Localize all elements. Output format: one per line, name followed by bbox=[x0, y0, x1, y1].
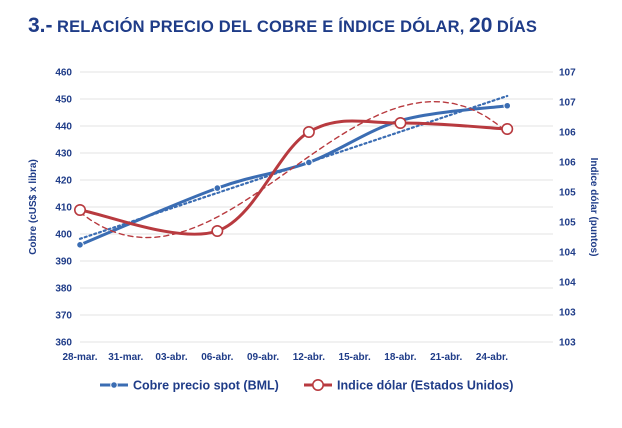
y-tick-label: 430 bbox=[55, 149, 72, 160]
y2-tick-label: 103 bbox=[559, 338, 576, 349]
y-tick-label: 460 bbox=[55, 68, 72, 79]
copper-data-point bbox=[305, 158, 313, 167]
y2-tick-label: 105 bbox=[559, 188, 576, 199]
x-axis-ticks: 28-mar. 31-mar. 03-abr. 06-abr. 09-abr. 12-ab… bbox=[62, 352, 508, 363]
y2-axis-title: Indice dólar (puntos) bbox=[588, 158, 599, 257]
y2-tick-label: 106 bbox=[559, 158, 576, 169]
dollar-data-point bbox=[74, 204, 87, 217]
x-tick-label: 15-abr. bbox=[339, 352, 371, 363]
y-tick-label: 400 bbox=[55, 230, 72, 241]
dollar-data-point bbox=[394, 117, 407, 130]
y-tick-label: 370 bbox=[55, 311, 72, 322]
chart-title: 3.- RELACIÓN PRECIO DEL COBRE E ÍNDICE D… bbox=[28, 14, 537, 38]
dollar-data-point bbox=[302, 126, 315, 139]
legend-dollar-label: Indice dólar (Estados Unidos) bbox=[337, 379, 513, 393]
y-tick-label: 360 bbox=[55, 338, 72, 349]
copper-data-point bbox=[503, 101, 512, 110]
x-tick-label: 06-abr. bbox=[201, 352, 233, 363]
title-text-b: DÍAS bbox=[496, 18, 538, 36]
y2-tick-label: 105 bbox=[559, 218, 576, 229]
y-axis-ticks: 460 450 440 430 420 410 400 390 380 370 360 bbox=[55, 68, 72, 349]
y-axis-title: Cobre (cUS$ x libra) bbox=[28, 159, 39, 255]
copper-series-line bbox=[79, 104, 508, 247]
copper-data-point bbox=[213, 184, 222, 192]
y-tick-label: 410 bbox=[55, 203, 72, 214]
y2-tick-label: 106 bbox=[559, 128, 576, 139]
y-tick-label: 390 bbox=[55, 257, 72, 268]
y-tick-label: 420 bbox=[55, 176, 72, 187]
dollar-series-line bbox=[79, 119, 508, 236]
y2-tick-label: 107 bbox=[559, 68, 576, 79]
title-text-a: RELACIÓN PRECIO DEL COBRE E ÍNDICE DÓLAR… bbox=[56, 18, 465, 36]
title-num: 20 bbox=[469, 14, 493, 37]
y2-tick-label: 104 bbox=[559, 248, 576, 259]
dollar-data-point bbox=[501, 123, 514, 136]
legend: Cobre precio spot (BML) Indice dólar (Est… bbox=[100, 379, 513, 393]
x-tick-label: 24-abr. bbox=[476, 352, 508, 363]
legend-copper-marker bbox=[110, 381, 118, 389]
y-tick-label: 440 bbox=[55, 122, 72, 133]
y2-tick-label: 107 bbox=[559, 98, 576, 109]
legend-dollar-marker bbox=[311, 378, 324, 391]
copper-data-point bbox=[76, 241, 84, 249]
y-tick-label: 450 bbox=[55, 95, 72, 106]
x-tick-label: 03-abr. bbox=[155, 352, 187, 363]
legend-copper-label: Cobre precio spot (BML) bbox=[133, 379, 279, 393]
y2-tick-label: 104 bbox=[559, 278, 576, 289]
y2-axis-ticks: 107 107 106 106 105 105 104 104 103 103 bbox=[559, 68, 576, 349]
y2-tick-label: 103 bbox=[559, 308, 576, 319]
title-number: 3.- bbox=[28, 14, 53, 37]
x-tick-label: 21-abr. bbox=[430, 352, 462, 363]
dollar-trendline bbox=[79, 100, 508, 239]
x-tick-label: 31-mar. bbox=[108, 352, 143, 363]
x-tick-label: 28-mar. bbox=[62, 352, 97, 363]
x-tick-label: 12-abr. bbox=[293, 352, 325, 363]
x-tick-label: 18-abr. bbox=[384, 352, 416, 363]
x-tick-label: 09-abr. bbox=[247, 352, 279, 363]
gridlines bbox=[80, 71, 553, 343]
dollar-data-point bbox=[211, 225, 224, 238]
y-tick-label: 380 bbox=[55, 284, 72, 295]
plot-area bbox=[74, 94, 514, 249]
